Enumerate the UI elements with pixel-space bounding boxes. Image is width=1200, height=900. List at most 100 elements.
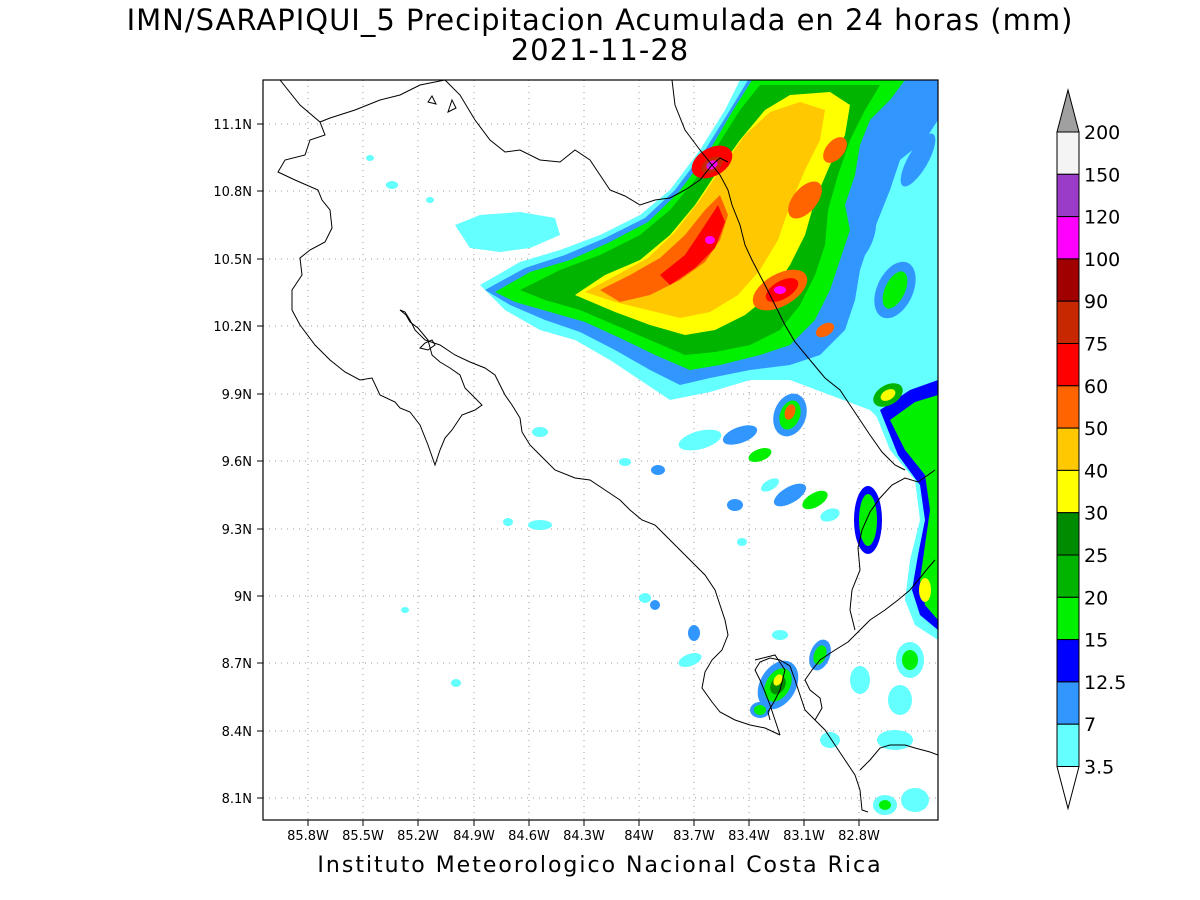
colorbar-label: 20 [1084,587,1108,609]
precip-contour [600,195,728,302]
chart-date: 2021-11-28 [510,33,690,67]
precip-cell [688,625,700,641]
lon-tick-label: 85.8W [287,829,329,844]
colorbar-swatch [1056,681,1080,725]
precip-cell [880,389,896,401]
precip-contour [455,212,560,252]
precip-cell [888,685,912,715]
precip-contour [890,395,938,620]
colorbar-label: 7 [1084,714,1096,736]
colorbar-label: 25 [1084,545,1108,567]
colorbar-label: 30 [1084,503,1108,525]
precip-cell [784,404,796,420]
lon-tick-label: 84.6W [508,829,550,844]
precip-contour [660,205,725,285]
lat-tick-label: 9.3N [222,523,252,538]
precip-cell [773,483,807,507]
political-border [671,80,906,471]
precip-cell [815,322,835,338]
precip-cell [401,607,409,613]
precip-cell [901,788,929,812]
precip-cell [774,286,786,294]
precip-cell [850,666,870,694]
precip-cell [678,429,722,451]
precip-cell [705,236,715,244]
colorbar-label: 3.5 [1084,757,1114,779]
lon-tick-label: 83.4W [728,829,770,844]
lat-tick-label: 10.8N [213,185,252,200]
colorbar-label: 75 [1084,334,1108,356]
lat-tick-label: 11.1N [213,118,252,133]
precip-cell [366,155,374,161]
precip-cell [820,732,840,748]
precip-cell [754,705,766,715]
colorbar-label: 60 [1084,376,1108,398]
precipitation-field [366,80,938,815]
lat-tick-label: 8.7N [222,657,252,672]
colorbar-label: 15 [1084,630,1108,652]
island-shape [447,98,457,113]
colorbar-label: 200 [1084,122,1120,144]
colorbar-swatch [1056,173,1080,218]
colorbar-swatch [1056,596,1080,641]
colorbar-swatch [1056,385,1080,429]
lon-tick-label: 83.1W [783,829,825,844]
lon-tick-label: 83.7W [673,829,715,844]
colorbar: 200 150 120 100 90 75 60 50 40 30 25 20 15 12.5 7 3.5 [1056,88,1126,811]
precip-cell [639,593,651,603]
colorbar-swatch [1056,216,1080,260]
lat-tick-label: 10.2N [213,320,252,335]
lat-tick-label: 10.5N [213,253,252,268]
precip-cell [760,478,780,492]
lon-tick-label: 84.3W [563,829,605,844]
colorbar-label: 90 [1084,291,1108,313]
colorbar-swatch [1056,131,1080,175]
precip-cell [386,181,398,189]
precip-cell [882,271,908,309]
precip-cell [503,518,513,526]
precip-cell [887,177,923,223]
precip-cell [650,600,660,610]
precip-cell [619,458,631,466]
precip-cell [823,137,847,163]
lat-tick-label: 8.4N [222,725,252,740]
lon-tick-label: 82.8W [838,829,880,844]
lat-tick-label: 9.9N [222,388,252,403]
colorbar-swatch [1056,343,1080,387]
plot-frame [262,79,939,821]
colorbar-swatch [1056,300,1080,345]
precip-cell [737,538,747,546]
lon-tick-label: 85.5W [342,829,384,844]
precip-cell [843,214,877,266]
lon-tick-label: 85.2W [397,829,439,844]
precip-cell [748,448,772,462]
colorbar-top-arrow [1056,88,1080,133]
colorbar-label: 12.5 [1084,672,1126,694]
precip-cell [820,508,840,522]
precip-cell [772,630,788,640]
colorbar-swatch [1056,512,1080,556]
precip-cell [902,650,918,670]
precip-cell [813,645,827,665]
precip-cell [532,427,548,437]
coastline [277,80,938,813]
colorbar-label: 120 [1084,207,1120,229]
colorbar-bottom-arrow [1056,766,1080,811]
precip-cell [651,465,665,475]
lat-tick-label: 9N [234,590,252,605]
colorbar-swatch [1056,723,1080,768]
precip-cell [859,494,877,546]
colorbar-swatch [1056,554,1080,598]
precip-cell [678,653,702,667]
footer-credit: Instituto Meteorologico Nacional Costa R… [317,853,883,878]
colorbar-swatch [1056,427,1080,471]
colorbar-label: 100 [1084,249,1120,271]
precip-cell [451,679,461,687]
colorbar-label: 50 [1084,418,1108,440]
precip-cell [773,674,783,686]
colorbar-swatch [1056,469,1080,514]
colorbar-label: 150 [1084,164,1120,186]
colorbar-swatch [1056,258,1080,302]
chart-title: IMN/SARAPIQUI_5 Precipitacion Acumulada … [126,3,1074,37]
